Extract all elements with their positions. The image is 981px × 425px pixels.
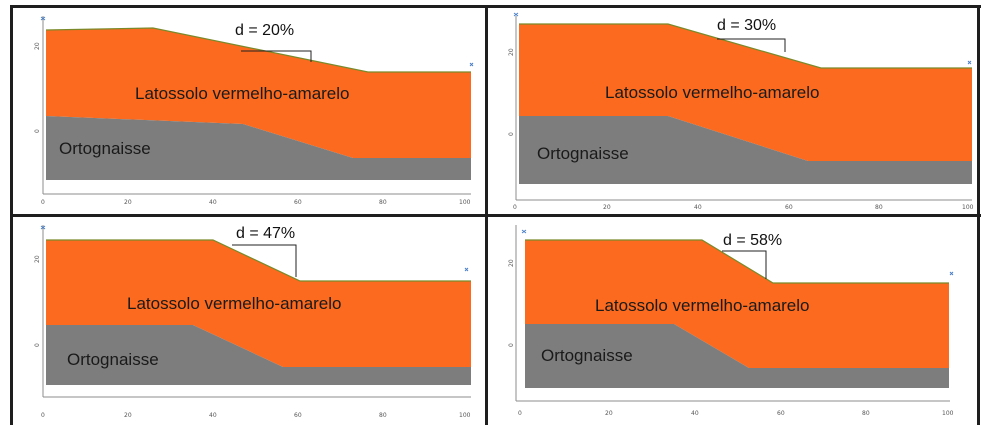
x-tick-label: 80 [379, 412, 387, 419]
profile-panel-d47: d = 47% Latossolo vermelho-amarelo Ortog… [13, 217, 485, 425]
x-tick-label: 60 [294, 412, 302, 419]
y-tick-label: 20 [34, 255, 41, 263]
x-tick-label: 80 [875, 204, 883, 211]
y-tick-label: 0 [34, 343, 41, 347]
profile-panel-d30: d = 30% Latossolo vermelho-amarelo Ortog… [488, 8, 977, 214]
x-tick-label: 40 [694, 204, 702, 211]
x-tick-label: 0 [41, 412, 45, 419]
y-tick-label: 20 [508, 259, 515, 267]
soil-label: Latossolo vermelho-amarelo [595, 296, 810, 315]
slope-label: d = 58% [723, 232, 782, 249]
x-tick-label: 20 [603, 204, 611, 211]
profile-panel-d58: d = 58% Latossolo vermelho-amarelo Ortog… [488, 217, 977, 425]
x-tick-label: 60 [294, 199, 302, 206]
x-tick-label: 20 [124, 412, 132, 419]
rock-label: Ortognaisse [59, 139, 151, 158]
rock-label: Ortognaisse [541, 346, 633, 365]
x-tick-label: 40 [209, 199, 217, 206]
boundary-marker-icon [465, 268, 468, 271]
rock-label: Ortognaisse [67, 350, 159, 369]
y-tick-label: 20 [34, 42, 41, 50]
x-tick-label: 40 [209, 412, 217, 419]
x-tick-label: 0 [518, 410, 522, 417]
x-tick-label: 100 [942, 410, 954, 417]
boundary-marker-icon [514, 13, 518, 16]
x-tick-label: 80 [862, 410, 870, 417]
slope-label: d = 47% [236, 225, 295, 242]
x-tick-label: 40 [691, 410, 699, 417]
soil-label: Latossolo vermelho-amarelo [127, 294, 342, 313]
y-tick-label: 0 [508, 132, 515, 136]
x-tick-label: 60 [777, 410, 785, 417]
soil-label: Latossolo vermelho-amarelo [135, 84, 350, 103]
right-border [977, 5, 980, 425]
profile-panel-d20: d = 20% Latossolo vermelho-amarelo Ortog… [13, 8, 485, 214]
slope-label: d = 30% [717, 17, 776, 34]
x-tick-label: 100 [962, 204, 974, 211]
y-tick-label: 0 [34, 129, 41, 133]
y-tick-label: 0 [508, 343, 515, 347]
x-tick-label: 20 [124, 199, 132, 206]
y-tick-label: 20 [508, 48, 515, 56]
rock-label: Ortognaisse [537, 144, 629, 163]
x-tick-label: 100 [459, 412, 471, 419]
boundary-marker-icon [968, 61, 971, 64]
boundary-marker-icon [470, 63, 473, 66]
x-tick-label: 60 [785, 204, 793, 211]
x-tick-label: 0 [41, 199, 45, 206]
boundary-marker-icon [950, 272, 953, 275]
boundary-marker-icon [522, 230, 526, 233]
x-tick-label: 80 [379, 199, 387, 206]
slope-label: d = 20% [235, 22, 294, 39]
soil-label: Latossolo vermelho-amarelo [605, 83, 820, 102]
x-tick-label: 0 [513, 204, 517, 211]
x-tick-label: 100 [459, 199, 471, 206]
x-tick-label: 20 [605, 410, 613, 417]
